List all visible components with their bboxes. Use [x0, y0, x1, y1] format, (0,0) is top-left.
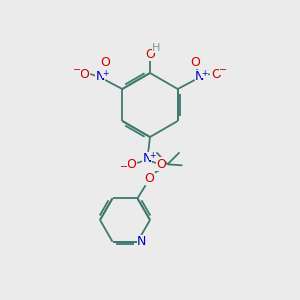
Text: N: N	[137, 235, 146, 248]
Text: O: O	[190, 56, 200, 68]
Text: −: −	[219, 65, 227, 75]
Text: N: N	[195, 70, 204, 83]
Text: O: O	[156, 158, 166, 170]
Text: −: −	[73, 65, 81, 75]
Text: +: +	[202, 68, 208, 77]
Text: +: +	[149, 151, 155, 160]
Text: O: O	[145, 47, 155, 61]
Text: +: +	[102, 68, 109, 77]
Text: H: H	[152, 43, 160, 53]
Text: O: O	[211, 68, 221, 80]
Text: O: O	[126, 158, 136, 170]
Text: −: −	[120, 162, 128, 172]
Text: O: O	[145, 172, 154, 185]
Text: O: O	[100, 56, 110, 68]
Text: N: N	[142, 152, 152, 166]
Text: O: O	[79, 68, 89, 80]
Text: N: N	[96, 70, 105, 83]
